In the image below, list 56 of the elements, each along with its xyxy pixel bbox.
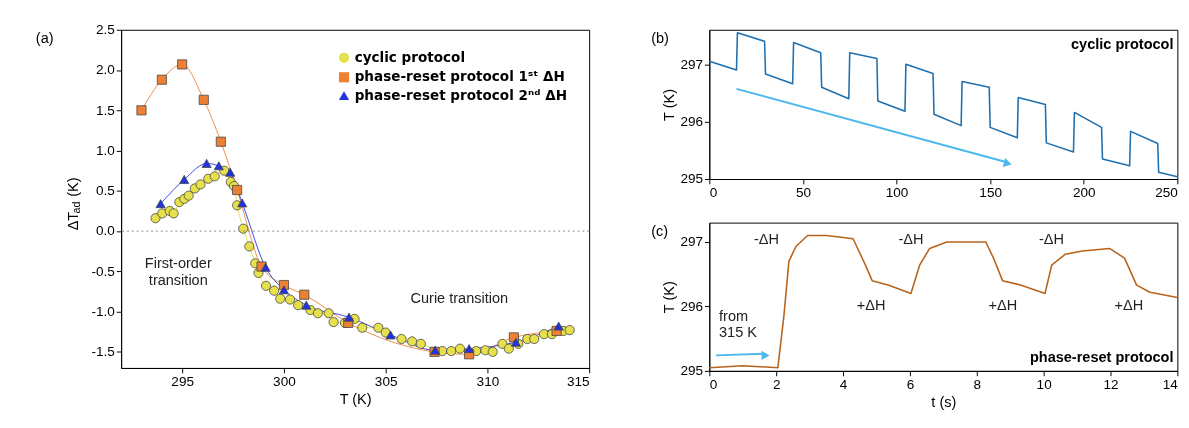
x-tick-label: 300 — [273, 373, 296, 389]
annotation: First-order transition — [144, 255, 212, 288]
legend-label: cyclic protocol — [354, 48, 466, 65]
y-tick-label: 296 — [680, 113, 704, 129]
y-tick-label: 2.5 — [95, 22, 115, 38]
legend-label: phase-reset protocol 2ⁿᵈ ΔH — [354, 86, 568, 103]
text: phase-reset protocol — [1029, 349, 1174, 366]
annotation: -ΔH — [1038, 230, 1064, 247]
y-tick-label: 1.5 — [95, 102, 115, 118]
annotation: -ΔH — [754, 230, 780, 247]
x-tick-label: 150 — [979, 184, 1002, 200]
y-tick-label: -1.5 — [91, 344, 115, 360]
x-tick-label: 4 — [839, 376, 848, 392]
x-tick-label: 250 — [1155, 184, 1178, 200]
y-tick-label: 0.5 — [95, 183, 115, 199]
y-tick-label: 296 — [680, 298, 704, 314]
x-tick-label: 10 — [1036, 376, 1052, 392]
x-tick-label: 100 — [885, 184, 909, 200]
annotation: +ΔH — [856, 296, 886, 313]
x-tick-label: 200 — [1072, 184, 1096, 200]
x-tick-label: 0 — [709, 376, 718, 392]
x-tick-label: 2 — [772, 376, 781, 392]
x-tick-label: 0 — [709, 184, 718, 200]
y-tick-label: 0.0 — [95, 223, 115, 239]
y-axis-title: T (K) — [660, 281, 677, 314]
annotation: -ΔH — [898, 230, 924, 247]
chart-title: cyclic protocol — [1071, 36, 1174, 53]
x-tick-label: 12 — [1103, 376, 1119, 392]
y-tick-label: 295 — [680, 171, 704, 187]
text: (a) — [35, 30, 54, 47]
x-tick-label: 14 — [1162, 376, 1179, 392]
y-tick-label: 1.0 — [95, 142, 115, 158]
text: (c) — [651, 223, 669, 240]
annotation: +ΔH — [1114, 296, 1144, 313]
x-tick-label: 305 — [374, 373, 398, 389]
annotation: +ΔH — [988, 296, 1018, 313]
x-axis-title: T (K) — [339, 391, 372, 408]
y-tick-label: 297 — [680, 56, 704, 72]
y-axis-title: ΔTad (K) — [64, 177, 83, 231]
text: (b) — [651, 30, 669, 47]
y-axis-title: T (K) — [660, 88, 677, 121]
x-tick-label: 295 — [171, 373, 194, 389]
annotation: Curie transition — [410, 290, 509, 307]
x-tick-label: 8 — [973, 376, 982, 392]
y-tick-label: -0.5 — [91, 263, 115, 279]
x-axis-title: t (s) — [931, 394, 957, 411]
y-tick-label: 297 — [680, 234, 704, 250]
x-tick-label: 6 — [906, 376, 915, 392]
x-tick-label: 315 — [567, 373, 590, 389]
y-tick-label: -1.0 — [91, 303, 115, 319]
legend-label: phase-reset protocol 1ˢᵗ ΔH — [354, 68, 565, 85]
x-tick-label: 50 — [795, 184, 811, 200]
y-tick-label: 2.0 — [95, 62, 115, 78]
x-tick-label: 310 — [476, 373, 500, 389]
y-tick-label: 295 — [680, 363, 704, 379]
annotation: from 315 K — [719, 307, 758, 340]
